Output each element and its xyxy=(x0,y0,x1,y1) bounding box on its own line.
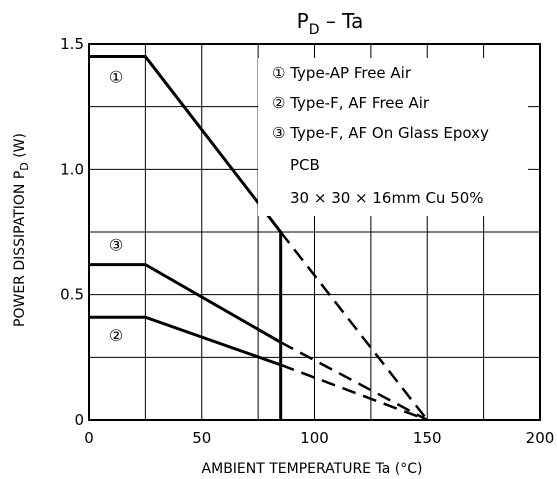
series-3-dashed-line xyxy=(280,341,428,422)
series-3-solid-line xyxy=(89,263,282,344)
x-tick-label: 100 xyxy=(300,429,329,447)
chart-title-rest: – Ta xyxy=(319,9,363,33)
legend-line-3: ③ Type-F, AF On Glass Epoxy xyxy=(272,124,489,142)
series-1-dashed-line xyxy=(279,231,429,421)
y-axis-label-rest: (W) xyxy=(12,133,28,162)
series-2-dashed-line xyxy=(280,363,428,422)
chart-title-subscript: D xyxy=(309,22,320,38)
y-tick-label: 1.5 xyxy=(60,35,84,53)
x-tick-label: 200 xyxy=(526,429,555,447)
y-tick-label: 0 xyxy=(74,411,84,429)
chart-title: PD – Ta xyxy=(297,9,364,38)
x-tick-label: 50 xyxy=(192,429,211,447)
y-axis-label-main: POWER DISSIPATION P xyxy=(12,171,28,327)
tick-labels: 0 50 100 150 200 0 0.5 1.0 1.5 xyxy=(60,35,554,447)
curve-marker-1: ① xyxy=(109,68,123,87)
y-tick-label: 1.0 xyxy=(60,160,84,178)
x-axis-label: AMBIENT TEMPERATURE Ta (°C) xyxy=(202,461,423,477)
legend-line-4: PCB xyxy=(290,156,320,174)
legend-line-1: ① Type-AP Free Air xyxy=(272,64,412,82)
series-1-solid-line xyxy=(89,55,283,420)
curve-marker-bg xyxy=(104,232,129,257)
curves xyxy=(89,55,429,422)
y-axis-label-subscript: D xyxy=(18,162,31,170)
x-tick-label: 150 xyxy=(413,429,442,447)
curve-marker-bg xyxy=(104,64,129,89)
curve-marker-3: ② xyxy=(109,326,123,345)
curve-markers: ① ③ ② xyxy=(104,64,129,347)
x-tick-label: 0 xyxy=(84,429,94,447)
legend-background xyxy=(258,58,528,216)
curve-marker-bg xyxy=(104,322,129,347)
legend-line-5: 30 × 30 × 16mm Cu 50% xyxy=(290,189,484,207)
legend-line-2: ② Type-F, AF Free Air xyxy=(272,94,430,112)
y-axis-label: POWER DISSIPATION PD (W) xyxy=(12,133,31,327)
chart-title-main: P xyxy=(297,9,309,33)
y-tick-label: 0.5 xyxy=(60,286,84,304)
curve-marker-2: ③ xyxy=(109,236,123,255)
series-2-solid-line xyxy=(89,315,282,367)
plot-frame xyxy=(88,43,541,421)
legend: ① Type-AP Free Air ② Type-F, AF Free Air… xyxy=(258,58,528,216)
